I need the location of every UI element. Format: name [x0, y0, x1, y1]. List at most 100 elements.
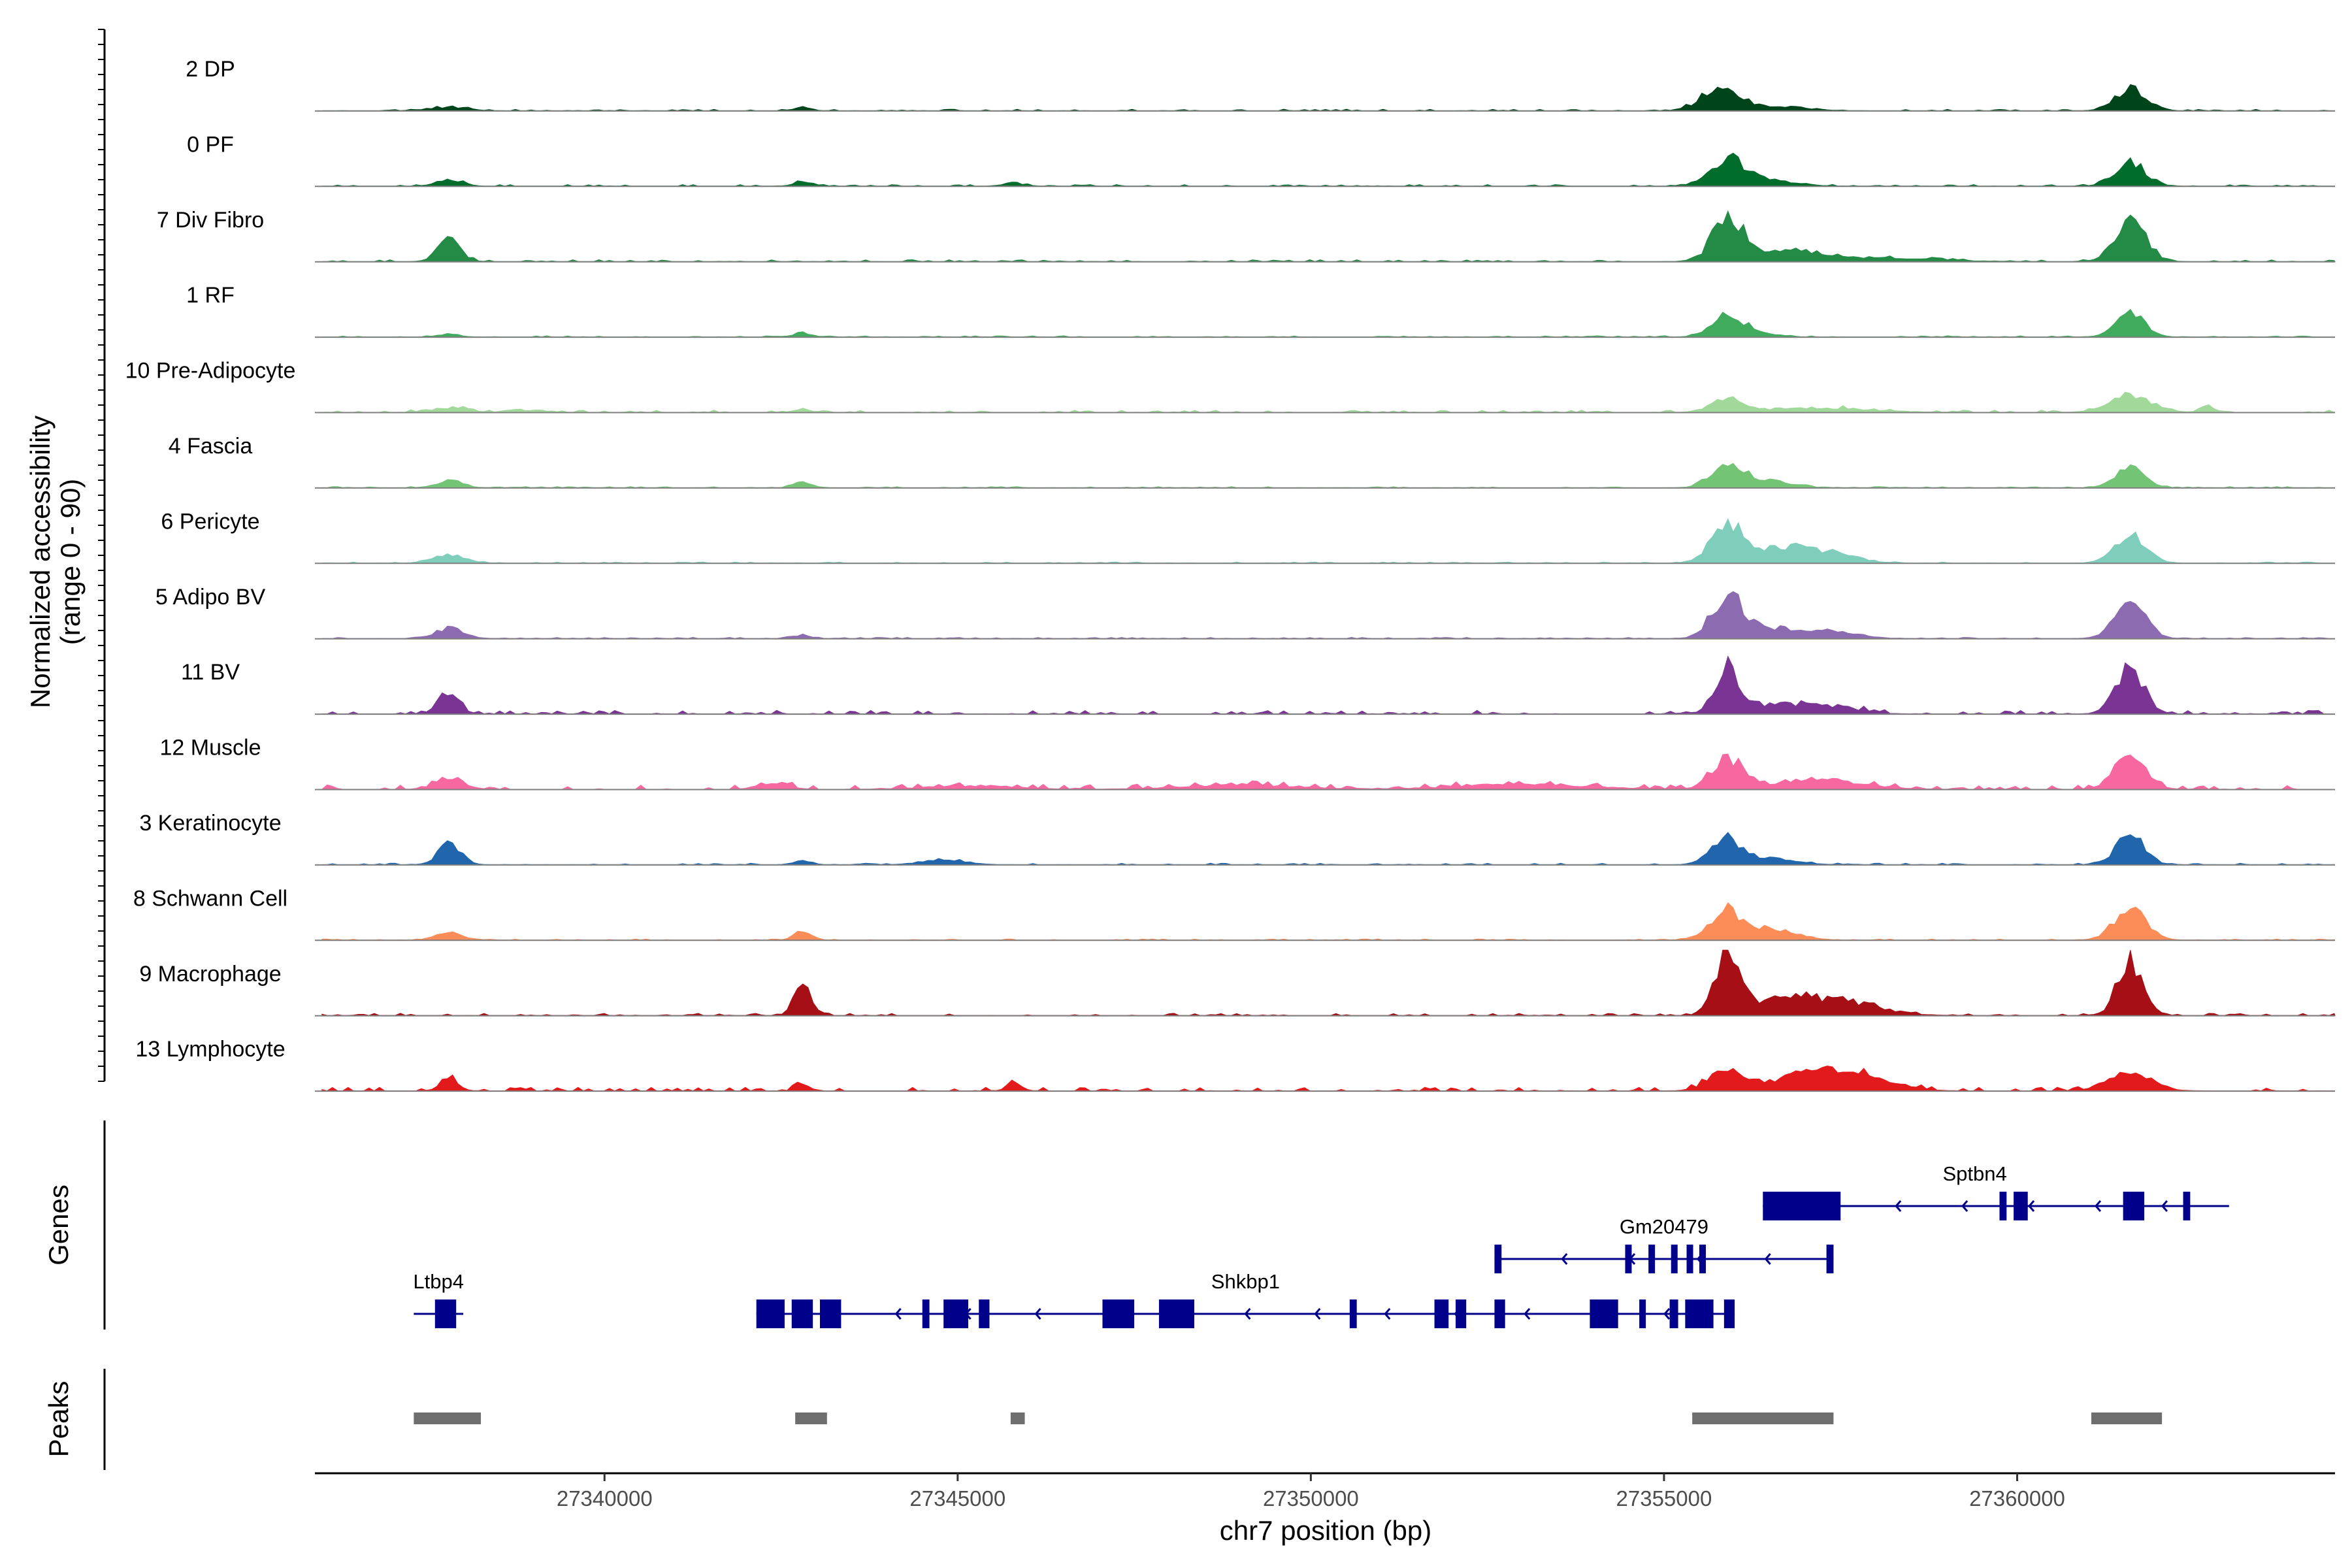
track-9: 11 BV [181, 655, 2335, 715]
track-2: 0 PF [187, 132, 2335, 188]
exon [791, 1299, 813, 1328]
track-label: 12 Muscle [160, 736, 261, 760]
gene-sptbn4: Sptbn4 [1763, 1162, 2229, 1220]
exon [1494, 1299, 1505, 1328]
exon [979, 1299, 990, 1328]
axes: Genes Peaks 27340000 27345000 27350000 273550… [43, 29, 2335, 1511]
y-axis-title: Normalized accessibility [25, 416, 56, 708]
strand-arrow [1524, 1308, 1531, 1320]
exon [1349, 1299, 1357, 1328]
genes-panel-title: Genes [43, 1184, 74, 1266]
peaks-panel-title: Peaks [43, 1381, 74, 1458]
exon [1648, 1245, 1656, 1273]
track-7: 6 Pericyte [161, 509, 2335, 564]
exon [1639, 1299, 1646, 1328]
track-label: 11 BV [181, 660, 240, 685]
track-1: 2 DP [186, 57, 2335, 112]
exon [922, 1299, 930, 1328]
exon [1434, 1299, 1449, 1328]
gene-label: Shkbp1 [1211, 1270, 1280, 1293]
track-label: 10 Pre-Adipocyte [125, 359, 296, 384]
strand-arrow [1384, 1308, 1391, 1320]
exon [1763, 1192, 1841, 1220]
exon [1494, 1245, 1502, 1273]
x-axis-title: chr7 position (bp) [1220, 1515, 1432, 1546]
track-label: 3 Keratinocyte [139, 811, 281, 836]
x-tick-label: 27350000 [1263, 1486, 1359, 1511]
peak-region [1692, 1413, 1834, 1424]
track-5: 10 Pre-Adipocyte [125, 359, 2335, 414]
strand-arrow [2161, 1200, 2168, 1212]
exon [2123, 1192, 2145, 1220]
y-axis-subtitle: (range 0 - 90) [55, 479, 86, 645]
strand-arrow [1314, 1308, 1321, 1320]
exon [756, 1299, 785, 1328]
gene-annotation-panel: Ltbp4 Shkbp1 Gm20479 Sptbn4 [413, 1162, 2229, 1328]
track-label: 1 RF [186, 283, 235, 308]
gene-gm20479: Gm20479 [1494, 1215, 1834, 1273]
exon [1999, 1192, 2007, 1220]
exon [1590, 1299, 1618, 1328]
track-12: 8 Schwann Cell [133, 886, 2336, 941]
x-tick-label: 27360000 [1969, 1486, 2065, 1511]
exon [1158, 1299, 1194, 1328]
exon [1699, 1245, 1706, 1273]
x-tick-label: 27345000 [909, 1486, 1005, 1511]
peak-region [2091, 1413, 2163, 1424]
strand-arrow [2094, 1200, 2102, 1212]
track-10: 12 Muscle [160, 736, 2335, 791]
track-label: 7 Div Fibro [157, 208, 264, 233]
strand-arrow [2028, 1200, 2035, 1212]
track-label: 5 Adipo BV [155, 585, 266, 610]
track-label: 2 DP [186, 57, 235, 82]
strand-arrow [894, 1308, 902, 1320]
strand-arrow [1764, 1253, 1771, 1265]
strand-arrow [1244, 1308, 1251, 1320]
gene-shkbp1: Shkbp1 [756, 1270, 1735, 1328]
track-label: 6 Pericyte [161, 509, 259, 534]
exon [1671, 1245, 1678, 1273]
track-label: 13 Lymphocyte [135, 1037, 285, 1062]
strand-arrow [1895, 1200, 1902, 1212]
track-label: 9 Macrophage [139, 962, 281, 987]
peak-panel [414, 1413, 2163, 1424]
gene-label: Sptbn4 [1942, 1162, 2006, 1185]
x-tick-label: 27355000 [1616, 1486, 1712, 1511]
x-tick-label: 27340000 [557, 1486, 653, 1511]
exon [1685, 1299, 1714, 1328]
track-label: 0 PF [187, 132, 234, 157]
peak-region [795, 1413, 827, 1424]
track-8: 5 Adipo BV [155, 585, 2335, 640]
exon [1826, 1245, 1834, 1273]
track-13: 9 Macrophage [139, 949, 2336, 1017]
strand-arrow [1034, 1308, 1041, 1320]
strand-arrow [1663, 1308, 1671, 1320]
track-6: 4 Fascia [169, 434, 2335, 489]
track-4: 1 RF [186, 283, 2335, 338]
track-14: 13 Lymphocyte [135, 1037, 2336, 1092]
peak-region [414, 1413, 482, 1424]
exon [943, 1299, 969, 1328]
exon [1102, 1299, 1135, 1328]
track-11: 3 Keratinocyte [139, 811, 2336, 866]
gene-ltbp4: Ltbp4 [413, 1270, 464, 1328]
gene-label: Ltbp4 [413, 1270, 464, 1293]
track-label: 4 Fascia [169, 434, 253, 459]
exon [1669, 1299, 1678, 1328]
strand-arrow [1961, 1200, 1968, 1212]
exon [434, 1299, 457, 1328]
exon [1723, 1299, 1735, 1328]
track-label: 8 Schwann Cell [133, 886, 287, 911]
strand-arrow [1561, 1253, 1568, 1265]
exon [2014, 1192, 2028, 1220]
exon [2183, 1192, 2191, 1220]
exon [1625, 1245, 1632, 1273]
coverage-tracks: 2 DP 0 PF 7 Div Fibro 1 RF 10 Pre-Adipocyte 4… [125, 57, 2336, 1092]
exon [1686, 1245, 1693, 1273]
gene-label: Gm20479 [1620, 1215, 1708, 1238]
peak-region [1010, 1413, 1025, 1424]
track-3: 7 Div Fibro [157, 208, 2336, 263]
exon [1456, 1299, 1467, 1328]
